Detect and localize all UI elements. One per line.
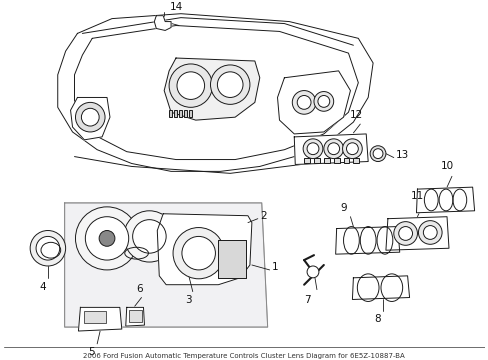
Text: 2006 Ford Fusion Automatic Temperature Controls Cluster Lens Diagram for 6E5Z-10: 2006 Ford Fusion Automatic Temperature C…	[83, 353, 404, 359]
Circle shape	[418, 221, 441, 244]
Circle shape	[292, 91, 315, 114]
Polygon shape	[352, 276, 409, 300]
Text: 6: 6	[136, 284, 142, 293]
Bar	[343, 158, 349, 162]
Circle shape	[423, 226, 436, 239]
Circle shape	[169, 64, 212, 107]
Polygon shape	[335, 226, 399, 254]
Polygon shape	[164, 58, 259, 120]
Bar	[333, 158, 339, 162]
Text: 2: 2	[259, 211, 266, 221]
Circle shape	[369, 146, 385, 162]
Circle shape	[313, 91, 333, 111]
Text: 14: 14	[169, 2, 182, 12]
Circle shape	[303, 139, 322, 158]
Text: 7: 7	[303, 294, 310, 305]
Polygon shape	[58, 14, 372, 171]
Text: 4: 4	[40, 282, 46, 292]
Circle shape	[393, 222, 417, 245]
Bar	[304, 158, 309, 162]
Circle shape	[177, 72, 204, 99]
Bar	[323, 158, 329, 162]
Polygon shape	[70, 98, 110, 140]
Bar	[218, 240, 245, 278]
Polygon shape	[64, 203, 267, 327]
Circle shape	[372, 149, 382, 158]
Circle shape	[173, 228, 224, 279]
Bar	[179, 110, 182, 117]
Polygon shape	[157, 214, 251, 285]
Polygon shape	[294, 134, 367, 165]
Polygon shape	[125, 307, 144, 326]
Bar	[169, 110, 172, 117]
Circle shape	[99, 230, 115, 246]
Polygon shape	[78, 307, 122, 331]
Circle shape	[297, 95, 310, 109]
Bar	[353, 158, 359, 162]
Bar	[218, 240, 245, 278]
Circle shape	[346, 143, 358, 155]
Text: 5: 5	[88, 347, 94, 357]
Circle shape	[36, 237, 60, 260]
Bar	[183, 110, 186, 117]
Bar	[313, 158, 319, 162]
Circle shape	[342, 139, 362, 158]
Polygon shape	[385, 217, 448, 250]
Circle shape	[306, 143, 318, 155]
Text: 1: 1	[271, 262, 278, 272]
Circle shape	[85, 217, 128, 260]
Circle shape	[317, 95, 329, 107]
Text: 11: 11	[410, 191, 423, 201]
Circle shape	[306, 266, 318, 278]
Text: 13: 13	[395, 150, 408, 159]
Bar	[188, 110, 191, 117]
Polygon shape	[277, 71, 350, 134]
Circle shape	[182, 237, 215, 270]
Circle shape	[217, 72, 243, 98]
Circle shape	[323, 139, 343, 158]
Bar	[174, 110, 177, 117]
Circle shape	[123, 211, 175, 262]
Bar	[128, 310, 141, 322]
Circle shape	[30, 230, 65, 266]
Circle shape	[81, 108, 99, 126]
Text: 10: 10	[440, 161, 453, 171]
Bar	[84, 311, 106, 323]
Circle shape	[210, 65, 249, 104]
Circle shape	[398, 226, 412, 240]
Circle shape	[327, 143, 339, 155]
Circle shape	[75, 102, 105, 132]
Text: 12: 12	[349, 110, 362, 120]
Circle shape	[75, 207, 138, 270]
Text: 3: 3	[185, 294, 192, 305]
Polygon shape	[416, 187, 474, 213]
Text: 8: 8	[374, 314, 381, 324]
Polygon shape	[154, 16, 171, 31]
Text: 9: 9	[340, 203, 346, 213]
Circle shape	[132, 220, 166, 253]
